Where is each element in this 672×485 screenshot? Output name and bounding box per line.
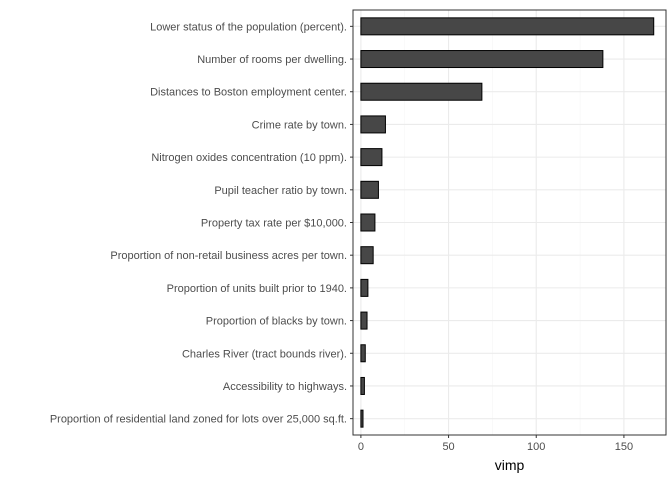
x-axis-ticks xyxy=(360,435,625,438)
bar-5 xyxy=(360,180,379,199)
category-label: Lower status of the population (percent)… xyxy=(150,21,347,33)
x-axis-labels: 0 50 100 150 xyxy=(358,441,633,453)
bar-9 xyxy=(360,311,368,330)
x-tick-label: 50 xyxy=(442,441,454,453)
bar-10 xyxy=(360,344,366,363)
x-axis-title: vimp xyxy=(495,457,525,473)
y-axis-labels: Lower status of the population (percent)… xyxy=(50,21,347,425)
bar-1 xyxy=(360,50,604,69)
grid-lines xyxy=(353,10,666,435)
category-label: Proportion of blacks by town. xyxy=(206,316,347,328)
x-tick-label: 0 xyxy=(358,441,364,453)
category-label: Number of rooms per dwelling. xyxy=(197,54,347,66)
category-label: Crime rate by town. xyxy=(252,119,347,131)
bar-4 xyxy=(360,148,383,167)
category-label: Accessibility to highways. xyxy=(223,381,347,393)
category-label: Property tax rate per $10,000. xyxy=(201,218,347,230)
category-label: Charles River (tract bounds river). xyxy=(182,348,347,360)
category-label: Pupil teacher ratio by town. xyxy=(214,185,347,197)
category-label: Nitrogen oxides concentration (10 ppm). xyxy=(151,152,347,164)
category-label: Proportion of residential land zoned for… xyxy=(50,414,347,426)
bar-12 xyxy=(360,409,364,428)
x-tick-label: 100 xyxy=(527,441,545,453)
bar-2 xyxy=(360,82,483,101)
category-label: Proportion of units built prior to 1940. xyxy=(167,283,347,295)
bar-8 xyxy=(360,278,369,297)
category-label: Distances to Boston employment center. xyxy=(150,87,347,99)
category-label: Proportion of non-retail business acres … xyxy=(110,250,347,262)
y-axis-ticks xyxy=(350,25,353,420)
bars xyxy=(360,17,655,428)
bar-3 xyxy=(360,115,386,134)
bar-6 xyxy=(360,213,376,232)
bar-7 xyxy=(360,246,374,265)
x-tick-label: 150 xyxy=(615,441,633,453)
bar-11 xyxy=(360,376,365,395)
bar-0 xyxy=(360,17,655,36)
